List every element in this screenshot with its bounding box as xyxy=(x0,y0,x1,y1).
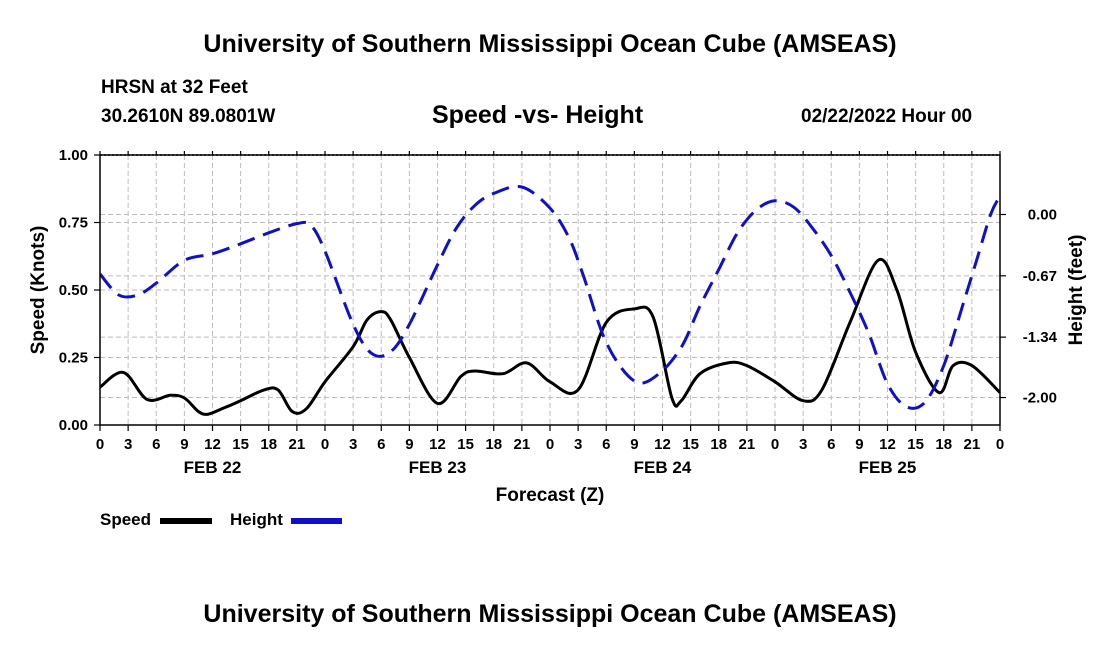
x-tick-label: 15 xyxy=(232,436,249,453)
forecast-date: 02/22/2022 Hour 00 xyxy=(801,106,973,127)
x-tick-label: 12 xyxy=(204,436,221,453)
x-tick-label: 0 xyxy=(771,436,779,453)
day-label: FEB 24 xyxy=(634,458,692,477)
day-label: FEB 22 xyxy=(184,458,242,477)
station-name: HRSN at 32 Feet xyxy=(101,77,248,98)
x-tick-label: 0 xyxy=(546,436,554,453)
x-tick-label: 21 xyxy=(514,436,531,453)
legend-height-label: Height xyxy=(230,510,283,529)
x-tick-label: 3 xyxy=(124,436,132,453)
legend-speed-label: Speed xyxy=(100,510,152,529)
x-tick-label: 0 xyxy=(321,436,329,453)
x-tick-label: 6 xyxy=(152,436,160,453)
station-coordinates: 30.2610N 89.0801W xyxy=(101,106,276,127)
y2-tick-label: -2.00 xyxy=(1023,390,1057,407)
x-tick-label: 21 xyxy=(964,436,981,453)
y2-tick-label: -1.34 xyxy=(1023,329,1058,346)
y2-axis-title: Height (feet) xyxy=(1066,235,1087,346)
chart-title: Speed -vs- Height xyxy=(432,101,644,129)
day-label: FEB 25 xyxy=(859,458,917,477)
x-tick-label: 3 xyxy=(349,436,357,453)
x-tick-label: 3 xyxy=(799,436,807,453)
day-label: FEB 23 xyxy=(409,458,467,477)
series-lines xyxy=(100,184,1000,416)
x-tick-label: 18 xyxy=(710,436,727,453)
x-tick-label: 18 xyxy=(260,436,277,453)
height-series-line xyxy=(100,184,1000,410)
x-tick-label: 0 xyxy=(996,436,1004,453)
x-tick-label: 9 xyxy=(630,436,638,453)
x-tick-label: 9 xyxy=(405,436,413,453)
x-tick-label: 12 xyxy=(429,436,446,453)
y-tick-label: 0.50 xyxy=(59,282,88,299)
x-tick-label: 12 xyxy=(654,436,671,453)
y2-tick-label: 0.00 xyxy=(1028,206,1057,223)
x-tick-label: 15 xyxy=(907,436,924,453)
x-tick-label: 15 xyxy=(457,436,474,453)
x-tick-label: 18 xyxy=(935,436,952,453)
x-tick-label: 18 xyxy=(485,436,502,453)
page-title: University of Southern Mississippi Ocean… xyxy=(203,30,897,58)
legend-speed-swatch xyxy=(160,518,212,524)
legend-height-swatch xyxy=(291,518,342,524)
y-axis-title: Speed (Knots) xyxy=(28,226,49,355)
x-tick-label: 9 xyxy=(855,436,863,453)
x-tick-label: 15 xyxy=(682,436,699,453)
speed-height-chart: 0 3 6 9 12 15 18 21 0 3 6 9 12 15 18 21 0 3 6 9 12 15 18 21 0 3 6 9… xyxy=(28,147,1087,506)
x-axis-title: Forecast (Z) xyxy=(496,485,605,506)
x-tick-label: 3 xyxy=(574,436,582,453)
y-tick-label: 0.75 xyxy=(59,215,88,232)
y-tick-label: 1.00 xyxy=(59,147,88,164)
x-tick-label: 6 xyxy=(377,436,385,453)
x-tick-label: 0 xyxy=(96,436,104,453)
y-tick-label: 0.00 xyxy=(59,417,88,434)
y-tick-label: 0.25 xyxy=(59,350,88,367)
x-tick-label: 21 xyxy=(289,436,306,453)
x-tick-label: 21 xyxy=(739,436,756,453)
footer-title: University of Southern Mississippi Ocean… xyxy=(203,600,897,628)
grid-lines xyxy=(100,154,1000,425)
x-tick-label: 12 xyxy=(879,436,896,453)
y2-tick-label: -0.67 xyxy=(1023,268,1057,285)
x-tick-label: 6 xyxy=(827,436,835,453)
x-tick-label: 9 xyxy=(180,436,188,453)
x-tick-label: 6 xyxy=(602,436,610,453)
axes: 0 3 6 9 12 15 18 21 0 3 6 9 12 15 18 21 0 3 6 9 12 15 18 21 0 3 6 9… xyxy=(28,147,1087,506)
speed-series-line xyxy=(100,257,1000,416)
